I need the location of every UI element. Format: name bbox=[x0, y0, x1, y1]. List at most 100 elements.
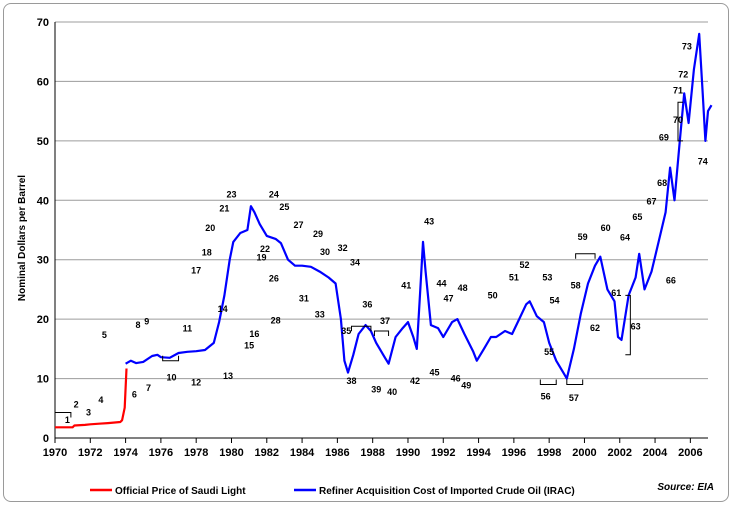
annotation-label-8: 8 bbox=[135, 320, 140, 330]
plot-area bbox=[54, 22, 708, 439]
series-line-0 bbox=[55, 368, 128, 429]
annotation-label-55: 55 bbox=[544, 347, 554, 357]
annotation-label-25: 25 bbox=[279, 202, 289, 212]
annotation-label-18: 18 bbox=[202, 248, 212, 258]
annotation-label-62: 62 bbox=[590, 323, 600, 333]
annotation-label-56: 56 bbox=[541, 391, 551, 401]
x-tick-label-7: 1984 bbox=[290, 447, 315, 459]
annotation-label-2: 2 bbox=[74, 400, 79, 410]
annotation-label-21: 21 bbox=[219, 204, 229, 214]
annotation-label-67: 67 bbox=[647, 196, 657, 206]
annotation-label-68: 68 bbox=[657, 178, 667, 188]
annotation-label-64: 64 bbox=[620, 233, 630, 243]
annotation-label-24: 24 bbox=[269, 189, 279, 199]
annotation-label-60: 60 bbox=[601, 223, 611, 233]
x-tick-label-9: 1988 bbox=[360, 447, 384, 459]
bracket-5 bbox=[566, 379, 584, 386]
annotation-label-71: 71 bbox=[673, 85, 683, 95]
x-tick-label-14: 1998 bbox=[537, 447, 561, 459]
annotation-label-23: 23 bbox=[226, 189, 236, 199]
x-tick-label-10: 1990 bbox=[396, 447, 420, 459]
x-tick-label-6: 1982 bbox=[255, 447, 279, 459]
annotation-label-11: 11 bbox=[183, 324, 193, 334]
annotation-label-63: 63 bbox=[631, 321, 641, 331]
x-tick-label-16: 2002 bbox=[608, 447, 632, 459]
annotation-label-14: 14 bbox=[218, 304, 228, 314]
annotation-label-5: 5 bbox=[102, 330, 107, 340]
x-tick-label-4: 1978 bbox=[184, 447, 208, 459]
annotation-label-17: 17 bbox=[191, 265, 201, 275]
x-tick-label-18: 2006 bbox=[678, 447, 702, 459]
annotation-label-52: 52 bbox=[519, 260, 529, 270]
annotation-label-61: 61 bbox=[611, 288, 621, 298]
x-tick-label-17: 2004 bbox=[643, 447, 668, 459]
series-lines bbox=[55, 32, 713, 429]
annotation-label-1: 1 bbox=[65, 415, 70, 425]
annotation-label-32: 32 bbox=[338, 243, 348, 253]
annotation-label-44: 44 bbox=[436, 278, 446, 288]
bracket-0 bbox=[54, 411, 72, 418]
annotation-label-65: 65 bbox=[632, 212, 642, 222]
x-tick-label-2: 1974 bbox=[113, 447, 138, 459]
annotation-label-38: 38 bbox=[346, 376, 356, 386]
y-tick-label-7: 70 bbox=[37, 17, 49, 29]
annotation-label-66: 66 bbox=[666, 276, 676, 286]
x-tick-label-0: 1970 bbox=[43, 447, 67, 459]
legend-label-irac: Refiner Acquisition Cost of Imported Cru… bbox=[319, 486, 575, 497]
annotation-label-42: 42 bbox=[410, 376, 420, 386]
annotation-label-37: 37 bbox=[380, 316, 390, 326]
annotation-label-43: 43 bbox=[424, 217, 434, 227]
x-tick-label-8: 1986 bbox=[325, 447, 349, 459]
v-bracket-0 bbox=[625, 294, 631, 356]
annotation-label-35: 35 bbox=[341, 326, 351, 336]
y-axis-label: Nominal Dollars per Barrel bbox=[17, 175, 28, 301]
annotation-label-73: 73 bbox=[682, 41, 692, 51]
annotation-label-72: 72 bbox=[678, 69, 688, 79]
x-tick-label-11: 1992 bbox=[431, 447, 455, 459]
y-tick-label-5: 50 bbox=[37, 136, 49, 148]
annotation-label-41: 41 bbox=[401, 280, 411, 290]
annotation-label-20: 20 bbox=[205, 223, 215, 233]
annotation-label-15: 15 bbox=[244, 340, 254, 350]
y-axis-ticks: 0 10 20 30 40 50 60 70 bbox=[37, 17, 49, 445]
y-tick-label-2: 20 bbox=[37, 314, 49, 326]
y-tick-label-3: 30 bbox=[37, 255, 49, 267]
annotation-label-58: 58 bbox=[571, 280, 581, 290]
x-axis-ticks: 1970 1972 1974 1976 1978 1980 1982 1984 1986 1988… bbox=[43, 438, 703, 459]
annotation-label-12: 12 bbox=[191, 378, 201, 388]
annotation-label-54: 54 bbox=[549, 296, 559, 306]
annotation-label-50: 50 bbox=[488, 290, 498, 300]
y-tick-label-6: 60 bbox=[37, 76, 49, 88]
annotation-label-46: 46 bbox=[451, 374, 461, 384]
annotation-label-19: 19 bbox=[256, 252, 266, 262]
annotation-label-34: 34 bbox=[350, 258, 360, 268]
annotation-label-28: 28 bbox=[271, 315, 281, 325]
annotation-label-49: 49 bbox=[461, 381, 471, 391]
y-tick-label-1: 10 bbox=[37, 374, 49, 386]
annotation-label-36: 36 bbox=[362, 299, 372, 309]
annotation-label-30: 30 bbox=[320, 247, 330, 257]
bracket-2 bbox=[350, 325, 372, 332]
annotation-label-7: 7 bbox=[146, 383, 151, 393]
annotation-label-29: 29 bbox=[313, 229, 323, 239]
annotation-label-57: 57 bbox=[569, 393, 579, 403]
x-tick-label-15: 2000 bbox=[572, 447, 596, 459]
y-tick-label-0: 0 bbox=[43, 433, 49, 445]
bracket-1 bbox=[162, 355, 180, 362]
annotation-label-22: 22 bbox=[260, 244, 270, 254]
annotation-label-13: 13 bbox=[223, 371, 233, 381]
v-bracket-1 bbox=[677, 101, 683, 142]
annotation-label-53: 53 bbox=[542, 273, 552, 283]
annotation-label-31: 31 bbox=[299, 293, 309, 303]
x-tick-label-12: 1994 bbox=[466, 447, 491, 459]
x-tick-label-13: 1996 bbox=[502, 447, 526, 459]
bracket-6 bbox=[575, 253, 596, 259]
chart-frame bbox=[3, 3, 729, 502]
annotation-label-40: 40 bbox=[387, 387, 397, 397]
annotation-label-45: 45 bbox=[429, 368, 439, 378]
annotation-label-27: 27 bbox=[294, 220, 304, 230]
annotation-label-26: 26 bbox=[269, 274, 279, 284]
source-note: Source: EIA bbox=[657, 482, 714, 493]
